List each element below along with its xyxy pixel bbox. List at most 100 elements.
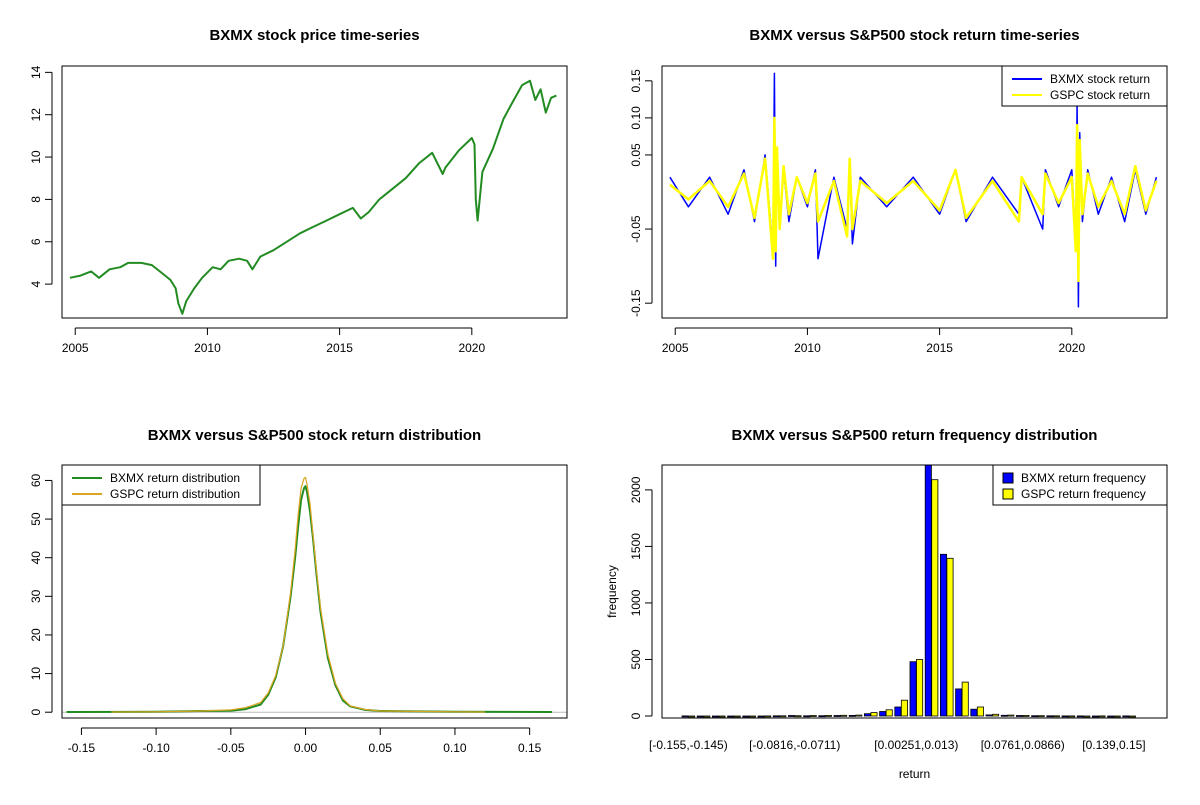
y-tick-label-returns: 0.05 xyxy=(629,143,643,167)
bar-bxmx xyxy=(894,706,902,717)
return-line-bxmx xyxy=(669,72,1158,308)
y-tick-label-price: 4 xyxy=(29,280,43,287)
x-tick-label-price: 2015 xyxy=(326,341,353,355)
bar-bxmx xyxy=(803,715,811,718)
bar-gspc xyxy=(733,715,741,718)
y-tick-label-density: 60 xyxy=(29,473,43,487)
bar-gspc xyxy=(840,714,848,717)
bar-bxmx xyxy=(1016,715,1024,717)
bar-gspc xyxy=(855,714,863,717)
chart-title-returns: BXMX versus S&P500 stock return time-ser… xyxy=(749,27,1079,44)
y-tick-label-density: 40 xyxy=(29,551,43,565)
bar-gspc xyxy=(748,715,756,718)
category-label: [0.139,0.15] xyxy=(1082,738,1145,752)
y-tick-label-returns: 0.15 xyxy=(629,69,643,93)
category-label: [0.0761,0.0866) xyxy=(981,738,1065,752)
bar-gspc xyxy=(1068,715,1076,718)
y-tick-label-returns: 0.10 xyxy=(629,106,643,130)
x-tick-label-returns: 2020 xyxy=(1058,341,1085,355)
bar-gspc xyxy=(1022,715,1030,717)
legend-label-returns: GSPC stock return xyxy=(1050,88,1150,102)
y-tick-label-density: 0 xyxy=(29,709,43,716)
bar-bxmx xyxy=(848,715,856,717)
y-tick-label-price: 14 xyxy=(29,65,43,79)
x-tick-label-density: 0.10 xyxy=(443,741,467,755)
bar-gspc xyxy=(1083,715,1091,718)
bar-gspc xyxy=(1037,715,1045,718)
legend-label-histogram: GSPC return frequency xyxy=(1021,487,1146,501)
bar-gspc xyxy=(961,681,969,717)
bar-gspc xyxy=(794,715,802,718)
y-tick-label-returns: -0.05 xyxy=(629,215,643,243)
bar-bxmx xyxy=(1076,715,1084,718)
x-tick-label-density: 0.15 xyxy=(518,741,542,755)
legend-swatch-histogram xyxy=(1002,472,1014,484)
chart-title-density: BXMX versus S&P500 stock return distribu… xyxy=(148,427,481,444)
bar-bxmx xyxy=(788,715,796,717)
x-tick-label-price: 2005 xyxy=(62,341,89,355)
bar-gspc xyxy=(1007,714,1015,717)
y-tick-label-price: 10 xyxy=(29,150,43,164)
x-tick-label-density: -0.05 xyxy=(217,741,245,755)
legend-swatch-histogram xyxy=(1002,488,1014,500)
bar-gspc xyxy=(976,706,984,717)
bar-gspc xyxy=(779,715,787,718)
bar-bxmx xyxy=(696,715,704,718)
bar-bxmx xyxy=(879,711,887,717)
bar-bxmx xyxy=(818,715,826,718)
legend-label-histogram: BXMX return frequency xyxy=(1021,471,1146,485)
bar-gspc xyxy=(718,715,726,718)
legend-label-returns: BXMX stock return xyxy=(1050,72,1150,86)
category-label: [0.00251,0.013) xyxy=(874,738,958,752)
bar-bxmx xyxy=(1046,715,1054,718)
x-tick-label-density: 0.05 xyxy=(369,741,393,755)
bar-bxmx xyxy=(1107,715,1115,718)
bar-bxmx xyxy=(909,661,917,717)
x-tick-label-returns: 2010 xyxy=(794,341,821,355)
bar-bxmx xyxy=(940,553,948,717)
x-tick-label-density: -0.15 xyxy=(68,741,96,755)
y-tick-label-density: 10 xyxy=(29,667,43,681)
bar-bxmx xyxy=(1122,715,1130,718)
plot-frame-density xyxy=(61,464,568,719)
bar-bxmx xyxy=(833,715,841,717)
y-tick-label-histogram: 500 xyxy=(629,649,643,669)
bar-bxmx xyxy=(985,714,993,717)
bar-gspc xyxy=(764,715,772,718)
y-tick-label-price: 8 xyxy=(29,196,43,203)
chart-title-price: BXMX stock price time-series xyxy=(209,27,419,44)
return-line-gspc xyxy=(669,116,1158,283)
legend-box-histogram xyxy=(992,464,1168,506)
x-tick-label-price: 2010 xyxy=(194,341,221,355)
bar-gspc xyxy=(870,712,878,717)
bar-gspc xyxy=(946,557,954,717)
y-tick-label-histogram: 1500 xyxy=(629,533,643,560)
y-tick-label-histogram: 1000 xyxy=(629,589,643,616)
bar-gspc xyxy=(809,715,817,717)
bar-bxmx xyxy=(742,715,750,718)
y-tick-label-returns: -0.15 xyxy=(629,289,643,317)
plot-frame-returns xyxy=(661,65,1168,319)
category-label: [-0.155,-0.145) xyxy=(649,738,728,752)
x-tick-label-returns: 2005 xyxy=(662,341,689,355)
x-tick-label-price: 2020 xyxy=(458,341,485,355)
bar-gspc xyxy=(992,713,1000,717)
bar-bxmx xyxy=(955,688,963,717)
bar-bxmx xyxy=(864,713,872,717)
plot-frame-histogram xyxy=(661,464,1168,719)
bar-gspc xyxy=(1052,715,1060,718)
y-tick-label-histogram: 2000 xyxy=(629,476,643,503)
chart-title-histogram: BXMX versus S&P500 return frequency dist… xyxy=(732,427,1098,444)
bar-bxmx xyxy=(1000,714,1008,717)
bar-gspc xyxy=(931,479,939,717)
bar-bxmx xyxy=(1031,715,1039,718)
bar-bxmx xyxy=(1092,715,1100,718)
y-tick-label-density: 20 xyxy=(29,628,43,642)
bar-bxmx xyxy=(924,464,932,717)
y-tick-label-price: 12 xyxy=(29,108,43,122)
density-line-gspc xyxy=(111,476,485,713)
x-tick-label-returns: 2015 xyxy=(926,341,953,355)
bar-gspc xyxy=(1113,715,1121,718)
